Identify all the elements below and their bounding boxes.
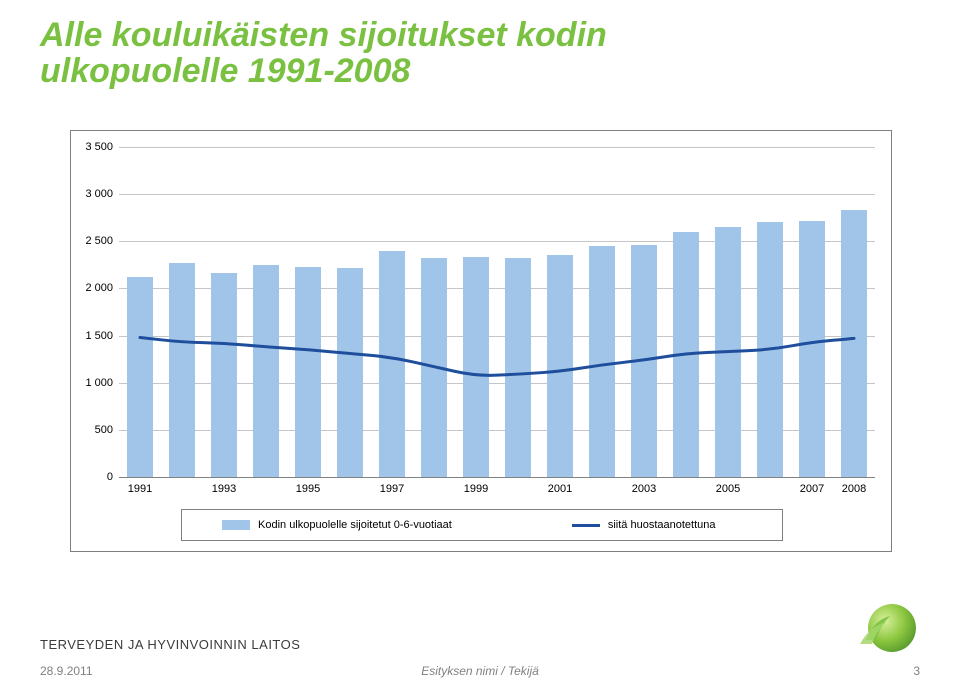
line-series [119,147,875,477]
legend-swatch-bar [222,520,250,530]
y-axis-label: 1 000 [85,377,113,389]
y-axis-label: 2 000 [85,282,113,294]
y-axis-label: 2 500 [85,235,113,247]
x-axis-label: 2005 [716,483,740,495]
y-axis-label: 0 [107,471,113,483]
footer-page: 3 [913,664,920,678]
organization-logo [846,600,920,656]
chart-container: 0 500 1 000 1 500 2 000 2 500 3 000 3 500 1991 19… [70,130,892,552]
footer-date: 28.9.2011 [40,664,93,678]
x-axis-label: 1995 [296,483,320,495]
title-line-2: ulkopuolelle 1991-2008 [40,52,410,90]
y-axis-label: 3 000 [85,188,113,200]
legend-label-line: siitä huostaanotettuna [608,519,716,531]
legend-item-line: siitä huostaanotettuna [572,519,716,531]
chart-plot-area: 05001 0001 5002 0002 5003 0003 500199119… [119,147,875,477]
gridline [119,477,875,478]
y-axis-label: 1 500 [85,330,113,342]
x-axis-label: 1993 [212,483,236,495]
x-axis-label: 2001 [548,483,572,495]
page-title: Alle kouluikäisten sijoitukset kodin ulk… [0,0,960,89]
x-axis-label: 2008 [842,483,866,495]
title-line-1: Alle kouluikäisten sijoitukset kodin [40,16,607,54]
x-axis-label: 1997 [380,483,404,495]
x-axis-label: 1999 [464,483,488,495]
x-axis-label: 1991 [128,483,152,495]
footer: 28.9.2011 Esityksen nimi / Tekijä 3 [0,660,960,682]
legend-item-bars: Kodin ulkopuolelle sijoitetut 0-6-vuotia… [222,519,452,531]
y-axis-label: 3 500 [85,141,113,153]
x-axis-label: 2007 [800,483,824,495]
legend-swatch-line [572,524,600,527]
legend-label-bars: Kodin ulkopuolelle sijoitetut 0-6-vuotia… [258,519,452,531]
chart-legend: Kodin ulkopuolelle sijoitetut 0-6-vuotia… [181,509,783,541]
y-axis-label: 500 [95,424,113,436]
footer-center: Esityksen nimi / Tekijä [421,664,539,678]
organization-label: TERVEYDEN JA HYVINVOINNIN LAITOS [40,637,300,652]
x-axis-label: 2003 [632,483,656,495]
